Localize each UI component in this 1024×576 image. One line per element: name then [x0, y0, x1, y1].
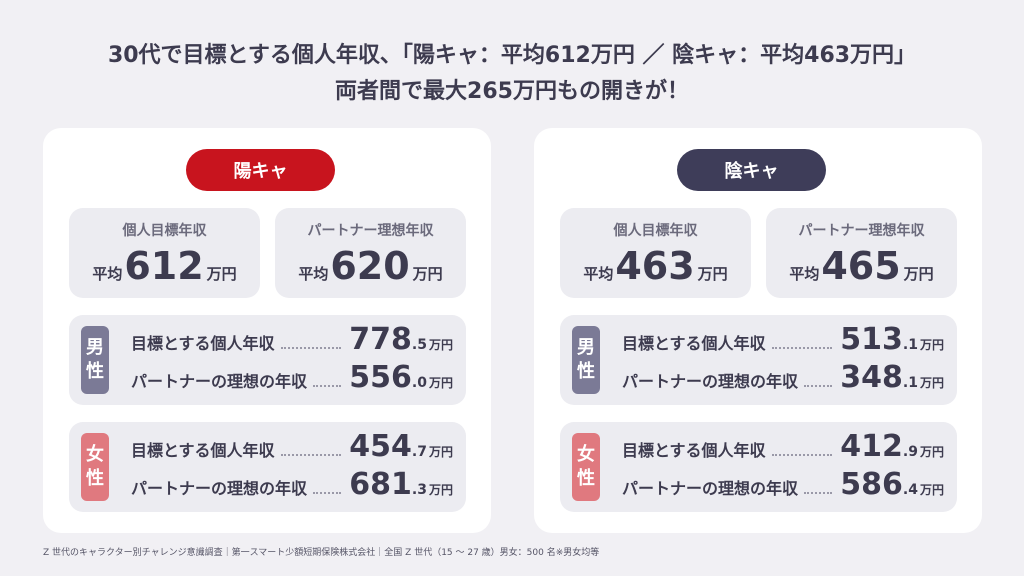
- stat-prefix: 平均: [298, 265, 329, 283]
- row-unit: 万円: [919, 338, 944, 352]
- row-label: パートナーの理想の年収: [131, 372, 308, 391]
- row-int: 454: [349, 429, 412, 464]
- row-int: 778: [349, 322, 412, 357]
- headline: 30代で目標とする個人年収、「陽キャ：平均612万円 ／ 陰キャ：平均463万円…: [0, 38, 1024, 110]
- source-footnote: Z 世代のキャラクター別チャレンジ意識調査｜第一スマート少額短期保険株式会社｜全…: [43, 548, 600, 558]
- row-dec: .7: [411, 444, 427, 460]
- row-partner-ideal: パートナーの理想の年収 348 .1 万円: [622, 361, 944, 397]
- row-dec: .4: [902, 482, 918, 498]
- gender-char: 性: [577, 468, 595, 489]
- headline-line-2: 両者間で最大265万円もの開きが！: [335, 79, 689, 104]
- dot-leader: [804, 385, 833, 387]
- row-unit: 万円: [428, 445, 453, 459]
- stat-personal-target: 個人目標年収 平均 612 万円: [69, 208, 260, 298]
- row-personal-target: 目標とする個人年収 454 .7 万円: [131, 430, 453, 466]
- row-unit: 万円: [919, 376, 944, 390]
- stat-prefix: 平均: [789, 265, 820, 283]
- row-partner-ideal: パートナーの理想の年収 556 .0 万円: [131, 361, 453, 397]
- gender-badge-male: 男 性: [572, 326, 600, 394]
- row-int: 556: [349, 360, 412, 395]
- row-label: パートナーの理想の年収: [622, 372, 799, 391]
- group-male: 男 性 目標とする個人年収 778 .5 万円 パートナーの理想の年収 556 …: [69, 315, 466, 405]
- stat-number: 612: [124, 244, 204, 288]
- row-partner-ideal: パートナーの理想の年収 681 .3 万円: [131, 468, 453, 504]
- stat-value: 平均 620 万円: [275, 246, 466, 286]
- dot-leader: [313, 492, 342, 494]
- stat-unit: 万円: [903, 265, 934, 283]
- gender-char: 女: [577, 444, 595, 465]
- gender-char: 性: [577, 361, 595, 382]
- dot-leader: [804, 492, 833, 494]
- dot-leader: [313, 385, 342, 387]
- row-personal-target: 目標とする個人年収 412 .9 万円: [622, 430, 944, 466]
- panel-yokya: 陽キャ 個人目標年収 平均 612 万円 パートナー理想年収 平均 620 万円…: [43, 128, 491, 533]
- group-female: 女 性 目標とする個人年収 454 .7 万円 パートナーの理想の年収 681 …: [69, 422, 466, 512]
- stat-label: パートナー理想年収: [307, 223, 434, 239]
- stat-value: 平均 465 万円: [766, 246, 957, 286]
- stat-partner-ideal: パートナー理想年収 平均 620 万円: [275, 208, 466, 298]
- row-dec: .3: [411, 482, 427, 498]
- row-int: 586: [840, 467, 903, 502]
- row-dec: .1: [902, 375, 918, 391]
- dot-leader: [280, 347, 342, 349]
- row-unit: 万円: [919, 483, 944, 497]
- stat-prefix: 平均: [92, 265, 123, 283]
- gender-char: 男: [577, 337, 595, 358]
- gender-char: 男: [86, 337, 104, 358]
- row-dec: .5: [411, 337, 427, 353]
- row-label: パートナーの理想の年収: [131, 479, 308, 498]
- stat-partner-ideal: パートナー理想年収 平均 465 万円: [766, 208, 957, 298]
- row-label: 目標とする個人年収: [622, 441, 766, 460]
- stat-value: 平均 463 万円: [560, 246, 751, 286]
- gender-char: 女: [86, 444, 104, 465]
- group-female: 女 性 目標とする個人年収 412 .9 万円 パートナーの理想の年収 586 …: [560, 422, 957, 512]
- row-label: 目標とする個人年収: [131, 441, 275, 460]
- row-label: 目標とする個人年収: [131, 334, 275, 353]
- stat-prefix: 平均: [583, 265, 614, 283]
- row-int: 681: [349, 467, 412, 502]
- dot-leader: [280, 454, 342, 456]
- panel-inkya: 陰キャ 個人目標年収 平均 463 万円 パートナー理想年収 平均 465 万円…: [534, 128, 982, 533]
- stat-number: 465: [821, 244, 901, 288]
- row-unit: 万円: [428, 338, 453, 352]
- gender-char: 性: [86, 468, 104, 489]
- stat-unit: 万円: [697, 265, 728, 283]
- gender-badge-female: 女 性: [81, 433, 109, 501]
- gender-badge-female: 女 性: [572, 433, 600, 501]
- group-male: 男 性 目標とする個人年収 513 .1 万円 パートナーの理想の年収 348 …: [560, 315, 957, 405]
- row-int: 348: [840, 360, 903, 395]
- row-personal-target: 目標とする個人年収 778 .5 万円: [131, 323, 453, 359]
- stat-label: 個人目標年収: [613, 223, 698, 239]
- row-int: 513: [840, 322, 903, 357]
- stat-number: 463: [615, 244, 695, 288]
- panel-title-pill: 陽キャ: [186, 149, 335, 191]
- stat-unit: 万円: [206, 265, 237, 283]
- row-label: 目標とする個人年収: [622, 334, 766, 353]
- stat-personal-target: 個人目標年収 平均 463 万円: [560, 208, 751, 298]
- row-int: 412: [840, 429, 903, 464]
- row-partner-ideal: パートナーの理想の年収 586 .4 万円: [622, 468, 944, 504]
- stat-label: 個人目標年収: [122, 223, 207, 239]
- dot-leader: [771, 347, 833, 349]
- gender-char: 性: [86, 361, 104, 382]
- row-label: パートナーの理想の年収: [622, 479, 799, 498]
- stat-number: 620: [330, 244, 410, 288]
- gender-badge-male: 男 性: [81, 326, 109, 394]
- row-personal-target: 目標とする個人年収 513 .1 万円: [622, 323, 944, 359]
- stat-value: 平均 612 万円: [69, 246, 260, 286]
- dot-leader: [771, 454, 833, 456]
- row-dec: .9: [902, 444, 918, 460]
- panel-title-pill: 陰キャ: [677, 149, 826, 191]
- row-unit: 万円: [428, 483, 453, 497]
- headline-line-1: 30代で目標とする個人年収、「陽キャ：平均612万円 ／ 陰キャ：平均463万円…: [107, 43, 917, 68]
- row-dec: .1: [902, 337, 918, 353]
- stat-unit: 万円: [412, 265, 443, 283]
- row-unit: 万円: [919, 445, 944, 459]
- row-unit: 万円: [428, 376, 453, 390]
- stat-label: パートナー理想年収: [798, 223, 925, 239]
- row-dec: .0: [411, 375, 427, 391]
